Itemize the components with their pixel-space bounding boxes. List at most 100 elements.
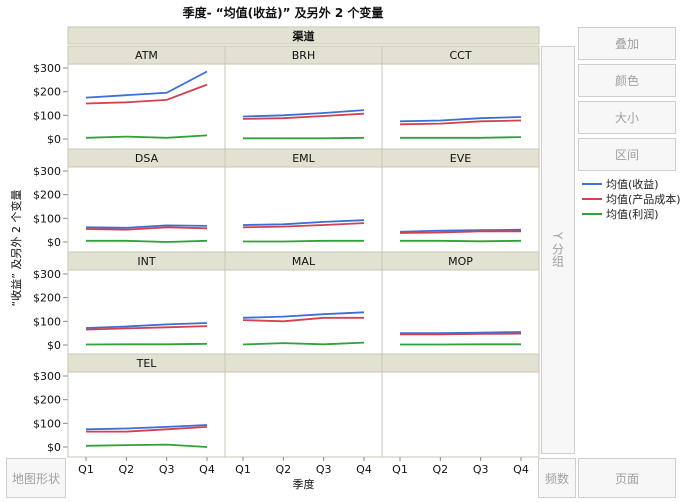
panel-frame (381, 63, 540, 150)
series-line (242, 341, 365, 346)
panel-frame (224, 63, 383, 150)
series-line (242, 109, 365, 118)
y-tick-label: $300 (33, 268, 61, 281)
overlay-drop-zone[interactable]: 叠加 (578, 27, 676, 60)
y-tick-label: $300 (33, 62, 61, 75)
panel-frame (224, 371, 383, 458)
series-line (399, 119, 522, 126)
x-tick-label: Q1 (392, 463, 408, 476)
series-line (243, 136, 365, 140)
panel-frame (381, 371, 540, 458)
panel-label: EML (292, 152, 315, 165)
interval-drop-zone[interactable]: 区间 (578, 138, 676, 171)
legend-swatch-revenue (582, 182, 602, 185)
x-tick-label: Q2 (275, 463, 291, 476)
map-shape-drop-zone[interactable]: 地图形状 (6, 458, 66, 498)
series-line (85, 325, 208, 331)
panel-label: MAL (292, 255, 316, 268)
series-line (242, 112, 365, 120)
series-line (400, 239, 522, 243)
color-drop-zone[interactable]: 颜色 (578, 64, 676, 97)
panel-label: MOP (448, 255, 473, 268)
y-tick-label: $100 (33, 109, 61, 122)
series-line (242, 316, 364, 323)
series-line (85, 322, 208, 329)
y-tick-label: $200 (33, 86, 61, 99)
y-tick-label: $300 (33, 370, 61, 383)
y-tick-label: $200 (33, 189, 61, 202)
group-header-label: 渠道 (293, 29, 315, 43)
chart-title: 季度- “均值(收益)” 及另外 2 个变量 (182, 5, 384, 20)
y-tick-label: $0 (47, 133, 61, 146)
series-line (85, 443, 208, 448)
y-tick-label: $0 (47, 236, 61, 249)
panel-frame (381, 166, 540, 253)
y-axis-label: “收益” 及另外 2 个变量 (9, 190, 23, 307)
x-tick-label: Q4 (356, 463, 372, 476)
legend-swatch-profit (582, 212, 602, 215)
series-line (399, 228, 522, 233)
panel-frame (67, 371, 226, 458)
x-tick-label: Q1 (78, 463, 94, 476)
legend-swatch-cost (582, 197, 602, 200)
x-tick-label: Q3 (159, 463, 175, 476)
x-tick-label: Q3 (473, 463, 489, 476)
series-line (85, 226, 208, 231)
panel-label: EVE (450, 152, 471, 165)
series-line (399, 116, 522, 123)
legend-label-cost: 均值(产品成本) (606, 192, 681, 206)
legend-item-profit: 均值(利润) (582, 206, 681, 221)
series-line (400, 331, 522, 335)
x-tick-label: Q4 (513, 463, 529, 476)
legend-item-cost: 均值(产品成本) (582, 191, 681, 206)
panel-frame (381, 269, 540, 356)
series-line (400, 136, 522, 139)
x-tick-label: Q4 (199, 463, 215, 476)
legend: 均值(收益) 均值(产品成本) 均值(利润) (582, 176, 681, 221)
series-line (242, 311, 365, 319)
series-line (86, 426, 208, 433)
page-drop-zone[interactable]: 页面 (578, 458, 676, 498)
panel-strip (381, 353, 540, 373)
y-tick-label: $300 (33, 165, 61, 178)
legend-item-revenue: 均值(收益) (582, 176, 681, 191)
series-line (86, 239, 208, 243)
y-group-label: Y 分组 (550, 232, 565, 268)
x-tick-label: Q3 (316, 463, 332, 476)
size-drop-zone[interactable]: 大小 (578, 101, 676, 134)
panel-frame (67, 166, 226, 253)
panel-label: BRH (292, 49, 315, 62)
y-tick-label: $200 (33, 292, 61, 305)
series-line (85, 424, 208, 431)
frequency-drop-zone[interactable]: 频数 (538, 458, 576, 498)
y-tick-label: $200 (33, 394, 61, 407)
y-tick-label: $0 (47, 441, 61, 454)
x-tick-label: Q1 (235, 463, 251, 476)
x-axis-label: 季度 (293, 477, 315, 491)
series-line (85, 70, 208, 99)
panel-frame (67, 269, 226, 356)
panel-label: ATM (135, 49, 158, 62)
y-tick-label: $100 (33, 315, 61, 328)
y-tick-label: $100 (33, 417, 61, 430)
legend-label-revenue: 均值(收益) (606, 177, 659, 191)
panel-label: TEL (136, 357, 158, 370)
series-line (242, 219, 365, 226)
panel-label: INT (137, 255, 155, 268)
x-tick-label: Q2 (432, 463, 448, 476)
y-group-drop-zone[interactable]: Y 分组 (541, 46, 575, 454)
y-tick-label: $0 (47, 339, 61, 352)
y-tick-label: $100 (33, 212, 61, 225)
legend-label-profit: 均值(利润) (606, 207, 659, 221)
series-line (243, 239, 364, 243)
group-header-bar (67, 26, 540, 45)
series-line (85, 134, 208, 139)
series-line (85, 83, 208, 105)
series-line (399, 230, 521, 234)
panel-label: CCT (449, 49, 471, 62)
series-line (400, 332, 522, 336)
panel-frame (224, 166, 383, 253)
panel-label: DSA (135, 152, 159, 165)
x-tick-label: Q2 (118, 463, 134, 476)
series-line (85, 342, 208, 346)
